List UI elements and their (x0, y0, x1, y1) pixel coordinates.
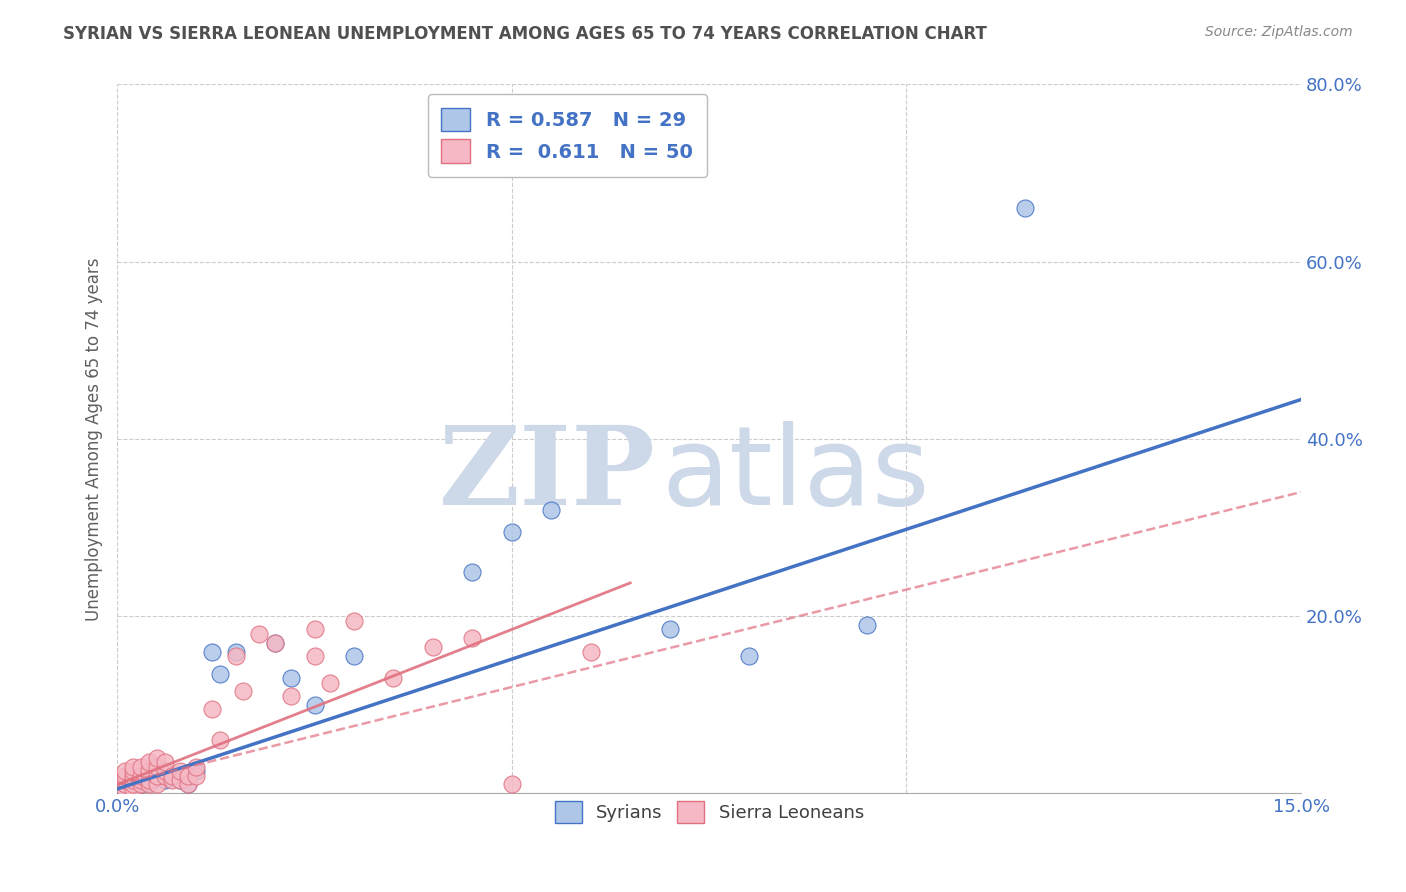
Point (129, 777, 152, 791)
Point (264, 636, 287, 650)
Point (145, 760, 167, 774)
Point (319, 675, 342, 690)
Point (201, 702, 224, 716)
Point (162, 773, 184, 788)
Point (129, 769, 152, 783)
Point (177, 777, 200, 791)
Point (129, 760, 152, 774)
Point (138, 775, 160, 789)
Point (114, 781, 136, 796)
Point (114, 777, 136, 791)
Point (177, 769, 200, 783)
Point (122, 777, 145, 791)
Point (184, 764, 207, 779)
Point (461, 565, 484, 579)
Point (304, 623, 326, 637)
Point (153, 773, 176, 788)
Point (122, 769, 145, 783)
Point (114, 781, 136, 796)
Text: SYRIAN VS SIERRA LEONEAN UNEMPLOYMENT AMONG AGES 65 TO 74 YEARS CORRELATION CHAR: SYRIAN VS SIERRA LEONEAN UNEMPLOYMENT AM… (63, 25, 987, 43)
Point (138, 756, 160, 770)
Point (122, 773, 145, 788)
Point (162, 769, 184, 783)
Point (208, 733, 231, 747)
Point (184, 760, 207, 774)
Point (145, 760, 167, 774)
Point (501, 777, 523, 791)
Point (343, 614, 366, 628)
Point (138, 777, 160, 791)
Y-axis label: Unemployment Among Ages 65 to 74 years: Unemployment Among Ages 65 to 74 years (86, 257, 103, 621)
Point (225, 648, 247, 663)
Point (856, 618, 879, 632)
Point (145, 771, 167, 785)
Point (138, 773, 160, 788)
Point (122, 760, 145, 774)
Point (145, 751, 167, 765)
Point (129, 773, 152, 788)
Point (122, 764, 145, 779)
Text: Source: ZipAtlas.com: Source: ZipAtlas.com (1205, 25, 1353, 39)
Point (540, 503, 562, 517)
Point (201, 644, 224, 658)
Point (184, 769, 207, 783)
Point (129, 769, 152, 783)
Point (501, 524, 523, 539)
Point (280, 671, 302, 685)
Point (343, 648, 366, 663)
Point (122, 781, 145, 796)
Point (264, 636, 287, 650)
Text: ZIP: ZIP (439, 421, 655, 528)
Point (579, 644, 602, 658)
Point (304, 698, 326, 712)
Point (169, 773, 191, 788)
Point (169, 764, 191, 779)
Point (280, 689, 302, 703)
Point (122, 779, 145, 793)
Point (304, 648, 326, 663)
Point (658, 623, 681, 637)
Point (153, 756, 176, 770)
Point (177, 777, 200, 791)
Point (162, 769, 184, 783)
Point (737, 648, 759, 663)
Point (114, 777, 136, 791)
Point (232, 684, 254, 698)
Point (247, 627, 270, 641)
Point (422, 640, 444, 654)
Point (169, 773, 191, 788)
Point (153, 764, 176, 779)
Point (138, 764, 160, 779)
Point (145, 777, 167, 791)
Point (114, 773, 136, 788)
Point (122, 773, 145, 788)
Point (225, 644, 247, 658)
Text: atlas: atlas (662, 421, 931, 528)
Point (114, 769, 136, 783)
Point (145, 769, 167, 783)
Point (138, 764, 160, 779)
Point (153, 769, 176, 783)
Point (114, 764, 136, 779)
Point (129, 777, 152, 791)
Point (1014, 202, 1036, 216)
Legend: Syrians, Sierra Leoneans: Syrians, Sierra Leoneans (544, 790, 875, 834)
Point (461, 632, 484, 646)
Point (382, 671, 405, 685)
Point (208, 666, 231, 681)
